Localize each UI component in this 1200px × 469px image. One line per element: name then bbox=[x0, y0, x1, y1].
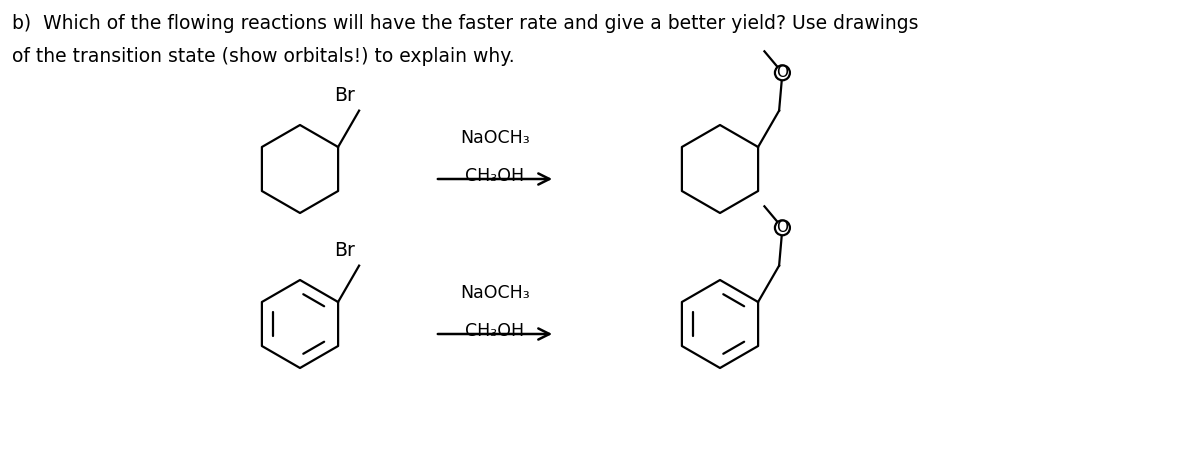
Text: Br: Br bbox=[335, 86, 355, 105]
Text: Br: Br bbox=[335, 241, 355, 260]
Text: NaOCH₃: NaOCH₃ bbox=[460, 129, 530, 147]
Circle shape bbox=[775, 220, 790, 235]
Text: CH₃OH: CH₃OH bbox=[466, 322, 524, 340]
Text: b)  Which of the flowing reactions will have the faster rate and give a better y: b) Which of the flowing reactions will h… bbox=[12, 14, 918, 33]
Text: NaOCH₃: NaOCH₃ bbox=[460, 284, 530, 302]
Text: of the transition state (show orbitals!) to explain why.: of the transition state (show orbitals!)… bbox=[12, 47, 515, 66]
Circle shape bbox=[775, 65, 790, 80]
Text: CH₃OH: CH₃OH bbox=[466, 167, 524, 185]
Text: O: O bbox=[776, 65, 788, 80]
Text: O: O bbox=[776, 220, 788, 235]
